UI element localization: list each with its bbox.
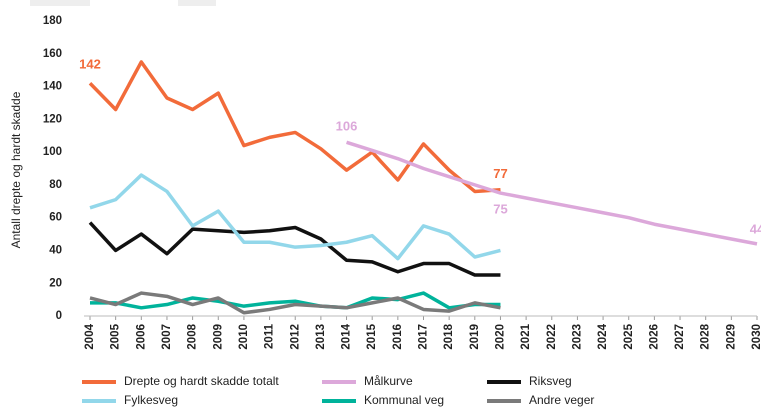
x-tick-label: 2006 [135,324,147,350]
legend-label: Fylkesveg [124,393,178,407]
x-tick-label: 2018 [443,323,455,349]
y-tick-label: 20 [49,277,62,289]
series-line [346,140,758,246]
x-tick-label: 2012 [289,324,301,350]
x-tick-label: 2011 [264,323,276,349]
x-tick-label: 2020 [494,324,506,350]
data-label: 44 [750,221,761,236]
data-label: 75 [493,202,507,217]
y-tick-label: 40 [49,244,62,256]
x-tick-label: 2008 [187,323,199,349]
x-tick-label: 2024 [597,323,609,349]
x-tick-label: 2004 [84,323,96,349]
decor [178,0,216,6]
x-tick-label: 2021 [520,323,532,349]
legend-label: Målkurve [364,374,413,388]
x-tick-label: 2025 [623,323,635,349]
y-tick-label: 60 [49,212,62,224]
x-tick-label: 2005 [110,323,122,349]
x-tick-label: 2023 [571,324,583,350]
data-label: 106 [336,119,358,134]
x-tick-label: 2013 [315,324,327,350]
x-tick-label: 2016 [392,324,404,350]
x-tick-label: 2007 [161,324,173,350]
x-tick-label: 2017 [418,324,430,350]
y-tick-label: 80 [49,179,62,191]
y-tick-label: 180 [43,15,62,27]
x-tick-label: 2029 [725,324,737,350]
data-label: 142 [79,57,101,72]
x-tick-label: 2028 [700,323,712,349]
series-line [89,173,501,261]
decor [30,0,90,6]
x-tick-label: 2014 [341,323,353,349]
x-tick-label: 2022 [546,324,558,350]
series-line [88,60,501,194]
legend-label: Kommunal veg [364,393,444,407]
x-tick-label: 2027 [674,324,686,350]
y-tick-label: 160 [43,48,62,60]
legend-label: Drepte og hardt skadde totalt [124,374,279,388]
legend-label: Andre veger [529,393,594,407]
y-tick-label: 100 [43,146,62,158]
x-tick-label: 2030 [751,324,761,350]
y-tick-label: 140 [43,81,62,93]
series-line [90,291,501,310]
series-line [88,221,501,277]
data-label: 77 [493,166,507,181]
y-axis-label: Antall drepte og hardt skadde [9,91,23,248]
x-tick-label: 2019 [469,324,481,350]
x-tick-label: 2015 [366,323,378,349]
series-line [89,291,501,315]
x-tick-label: 2009 [212,324,224,350]
legend-label: Riksveg [529,374,572,388]
x-tick-label: 2026 [648,324,660,350]
y-tick-label: 120 [43,113,62,125]
y-tick-label: 0 [56,310,62,322]
x-tick-label: 2010 [238,324,250,350]
